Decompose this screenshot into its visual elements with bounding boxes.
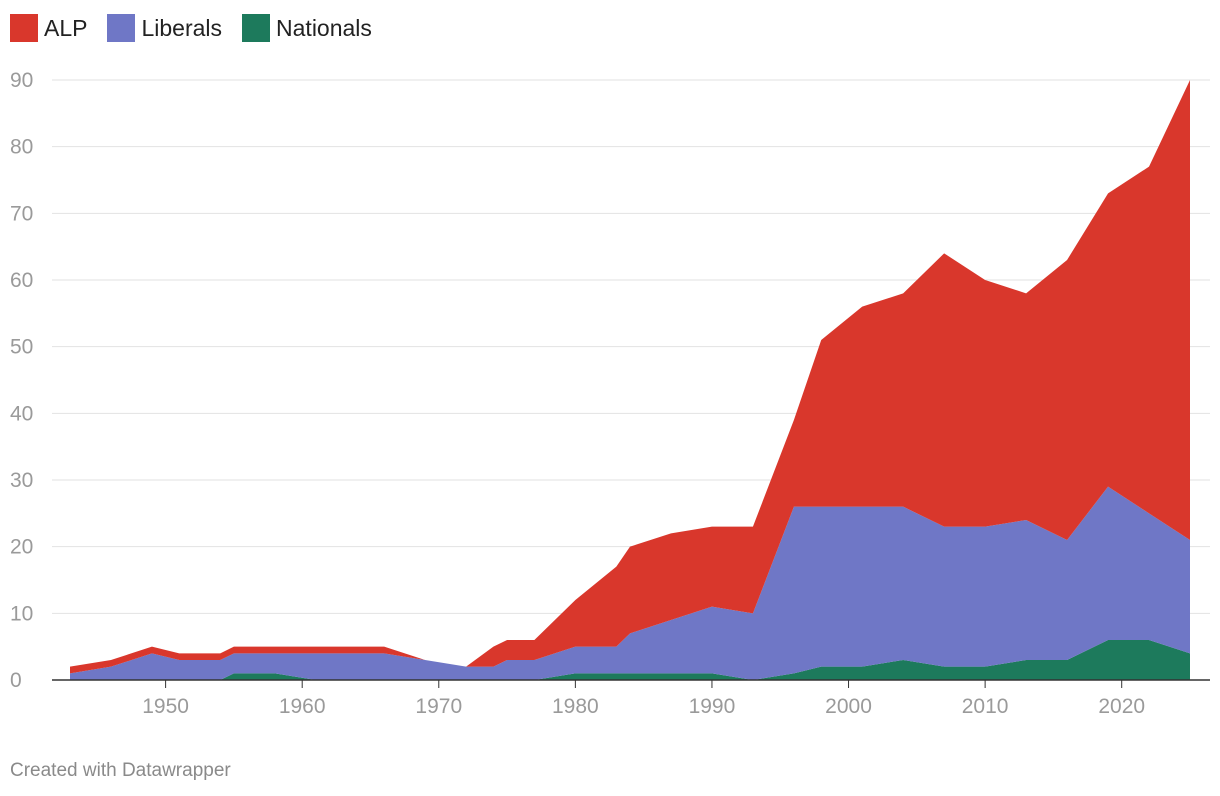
- legend-swatch-liberals: [107, 14, 136, 42]
- legend-swatch-alp: [10, 14, 38, 42]
- area-nationals: [70, 640, 1190, 680]
- x-tick-label-2000: 2000: [825, 695, 872, 718]
- y-tick-label-90: 90: [10, 69, 33, 92]
- legend-swatch-nationals: [242, 14, 271, 42]
- y-tick-label-60: 60: [10, 269, 33, 292]
- x-tick-label-2020: 2020: [1098, 695, 1145, 718]
- y-tick-label-40: 40: [10, 402, 33, 425]
- y-tick-label-50: 50: [10, 336, 33, 359]
- legend-item-alp: ALP: [10, 14, 87, 42]
- area-liberals: [70, 486, 1190, 680]
- y-tick-label-70: 70: [10, 202, 33, 225]
- y-tick-label-20: 20: [10, 536, 33, 559]
- y-tick-label-0: 0: [10, 669, 22, 692]
- legend-label-nationals: Nationals: [276, 14, 372, 41]
- y-tick-label-10: 10: [10, 602, 33, 625]
- legend-label-alp: ALP: [44, 14, 88, 41]
- x-tick-label-1950: 1950: [142, 695, 189, 718]
- area-series: [70, 80, 1190, 680]
- x-tick-label-1970: 1970: [415, 695, 462, 718]
- legend-item-liberals: Liberals: [107, 14, 222, 42]
- legend-label-liberals: Liberals: [141, 14, 223, 41]
- axes: 0 10 20 30 40 50 60 70 80 90 1950 1960 1970 1980 1990 2…: [10, 69, 1210, 718]
- x-tick-label-1980: 1980: [552, 695, 599, 718]
- y-tick-label-80: 80: [10, 136, 33, 159]
- area-alp: [70, 80, 1190, 674]
- y-tick-label-30: 30: [10, 469, 33, 492]
- x-tick-label-1960: 1960: [279, 695, 326, 718]
- legend-item-nationals: Nationals: [242, 14, 372, 42]
- x-tick-label-2010: 2010: [962, 695, 1009, 718]
- credit-footer: Created with Datawrapper: [10, 760, 231, 781]
- x-tick-label-1990: 1990: [689, 695, 736, 718]
- chart-legend: ALP Liberals Nationals: [10, 12, 392, 44]
